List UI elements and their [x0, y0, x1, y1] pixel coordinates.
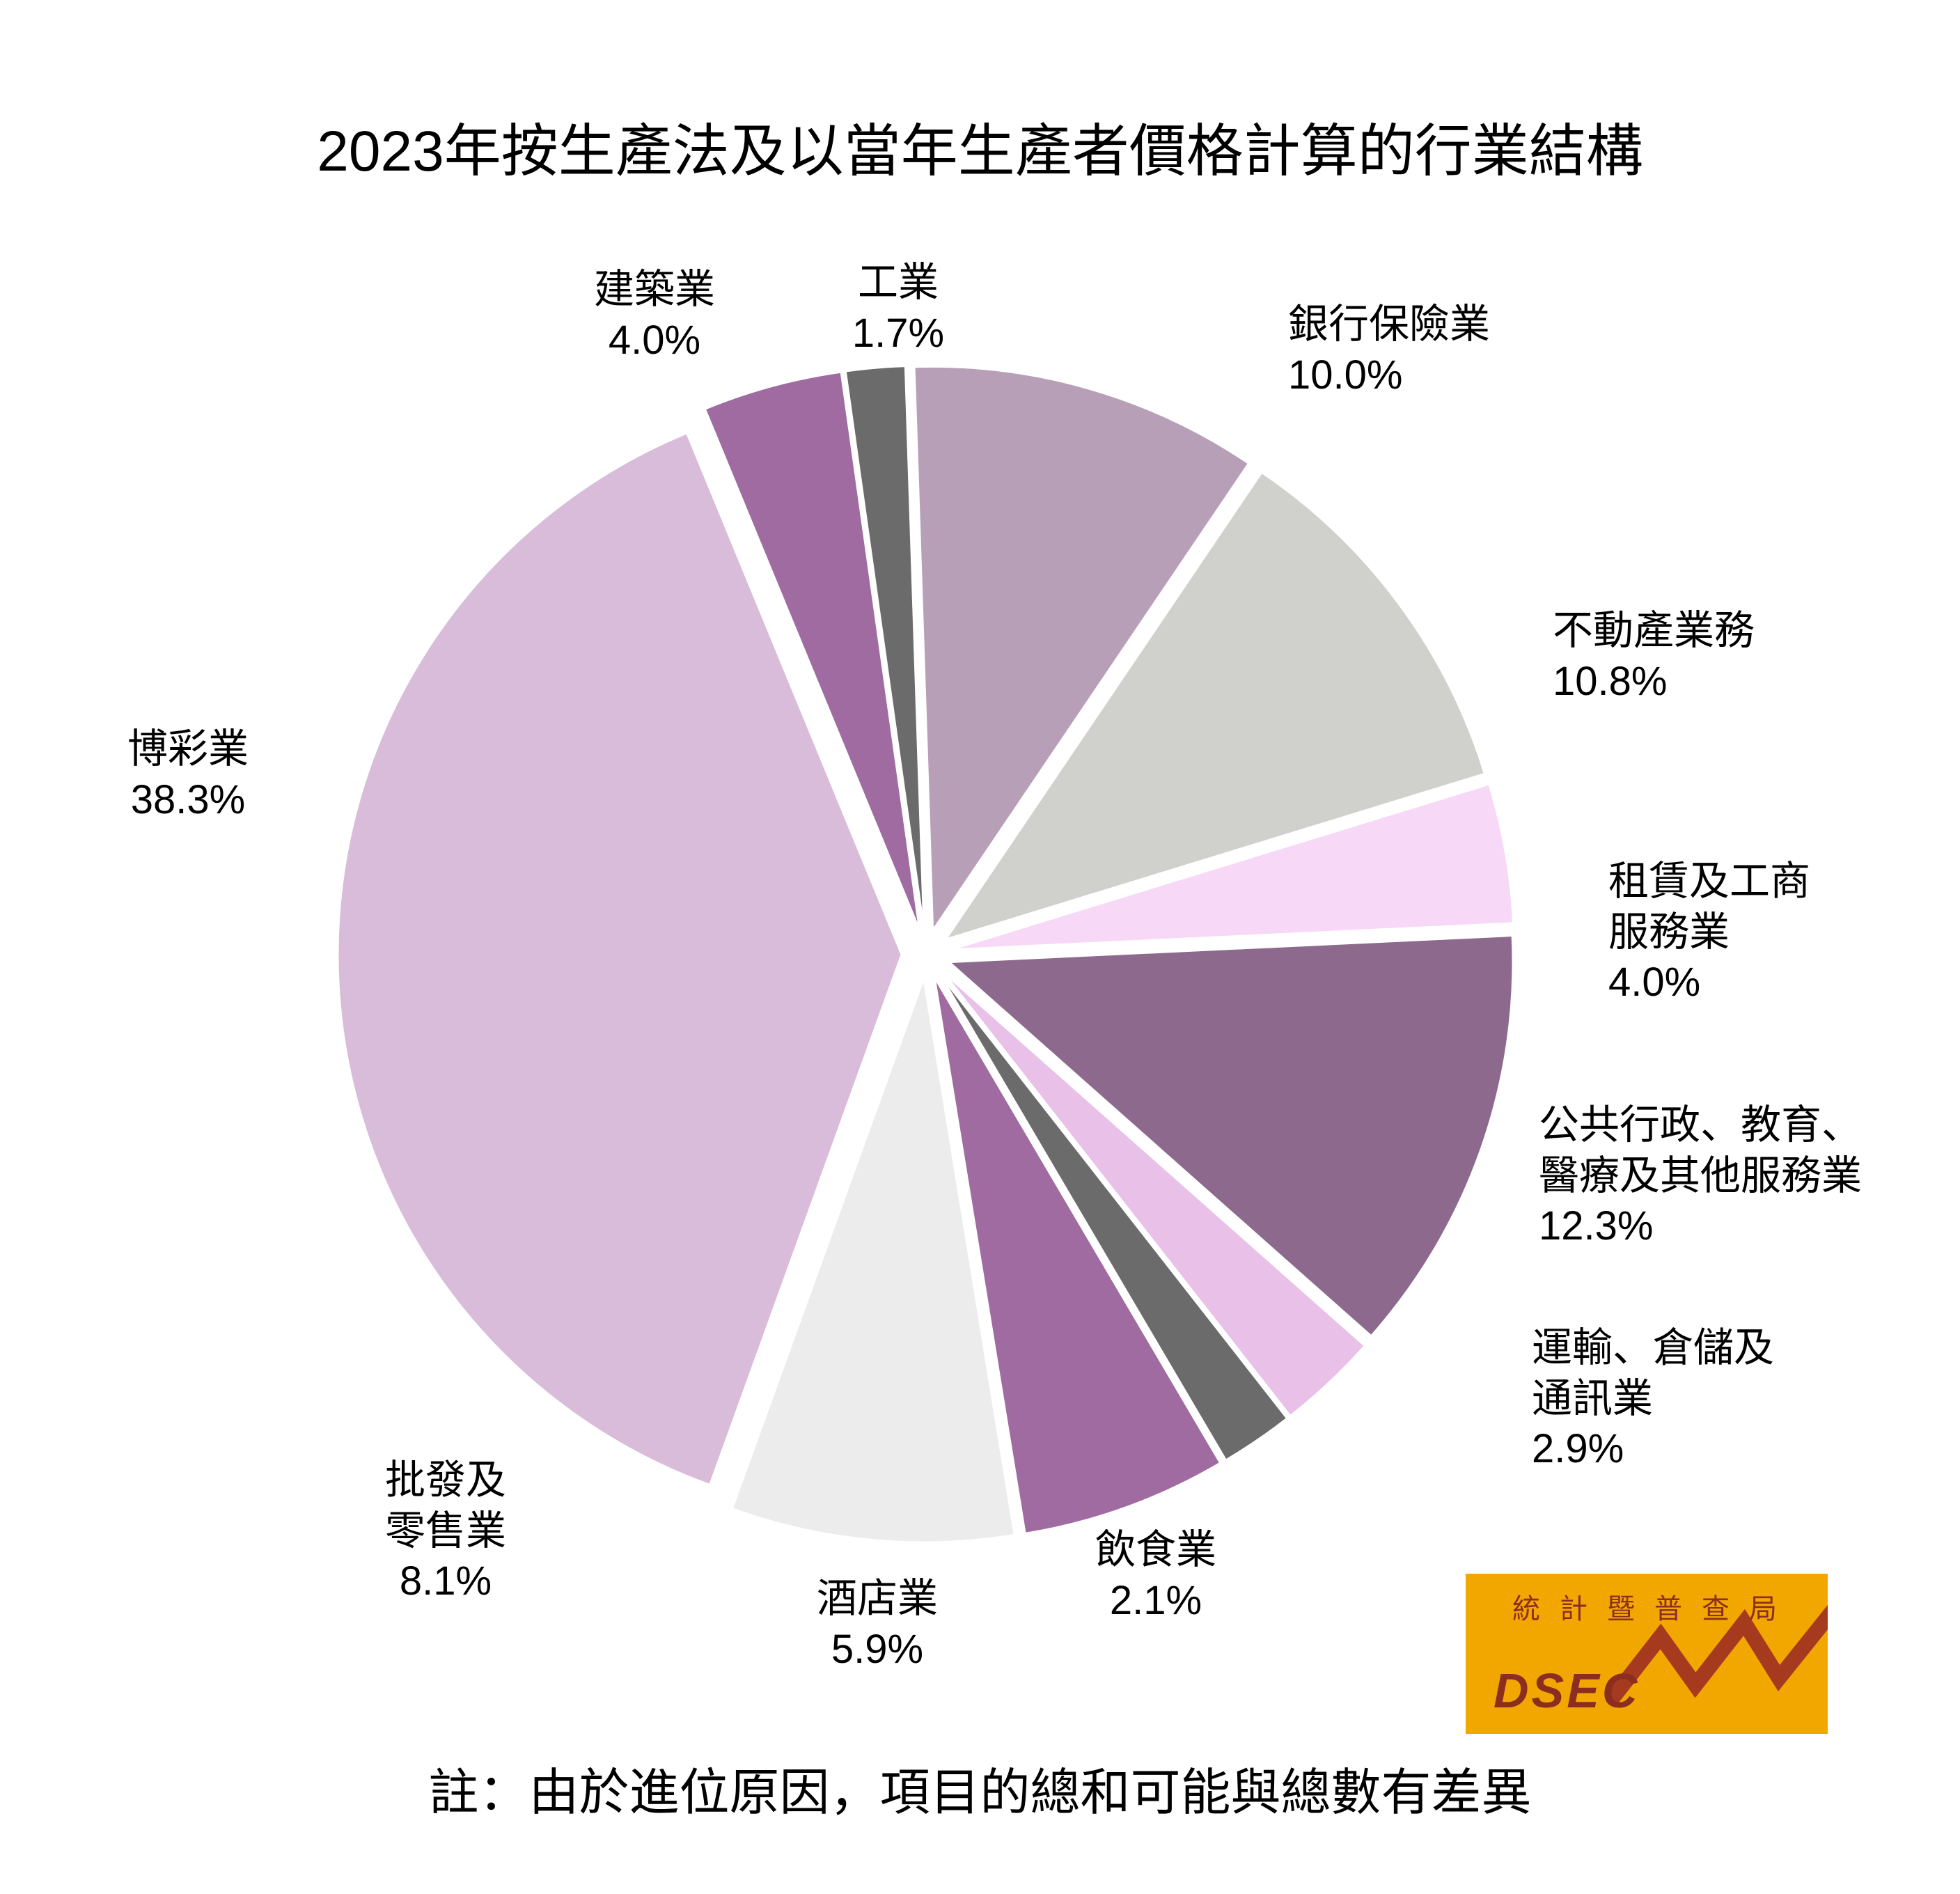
slice-label: 運輸、倉儲及 通訊業 2.9% — [1532, 1323, 1774, 1475]
slice-label: 公共行政、教育、 醫療及其他服務業 12.3% — [1539, 1100, 1862, 1252]
dsec-logo: 統計暨普查局 DSEC — [1466, 1574, 1828, 1734]
slice-label: 不動產業務 10.8% — [1553, 606, 1755, 707]
logo-en-text: DSEC — [1493, 1663, 1640, 1719]
slice-label: 租賃及工商 服務業 4.0% — [1608, 856, 1810, 1008]
slice-label: 批發及 零售業 8.1% — [385, 1455, 506, 1607]
slice-label: 建築業 4.0% — [594, 265, 715, 366]
slice-label: 博彩業 38.3% — [127, 724, 249, 825]
slice-label: 工業 1.7% — [852, 258, 944, 359]
chart-footnote: 註：由於進位原因，項目的總和可能與總數有差異 — [0, 1751, 1960, 1824]
slice-label: 酒店業 5.9% — [817, 1574, 938, 1675]
slice-label: 飲食業 2.1% — [1095, 1525, 1216, 1626]
slice-label: 銀行保險業 10.0% — [1288, 299, 1490, 400]
